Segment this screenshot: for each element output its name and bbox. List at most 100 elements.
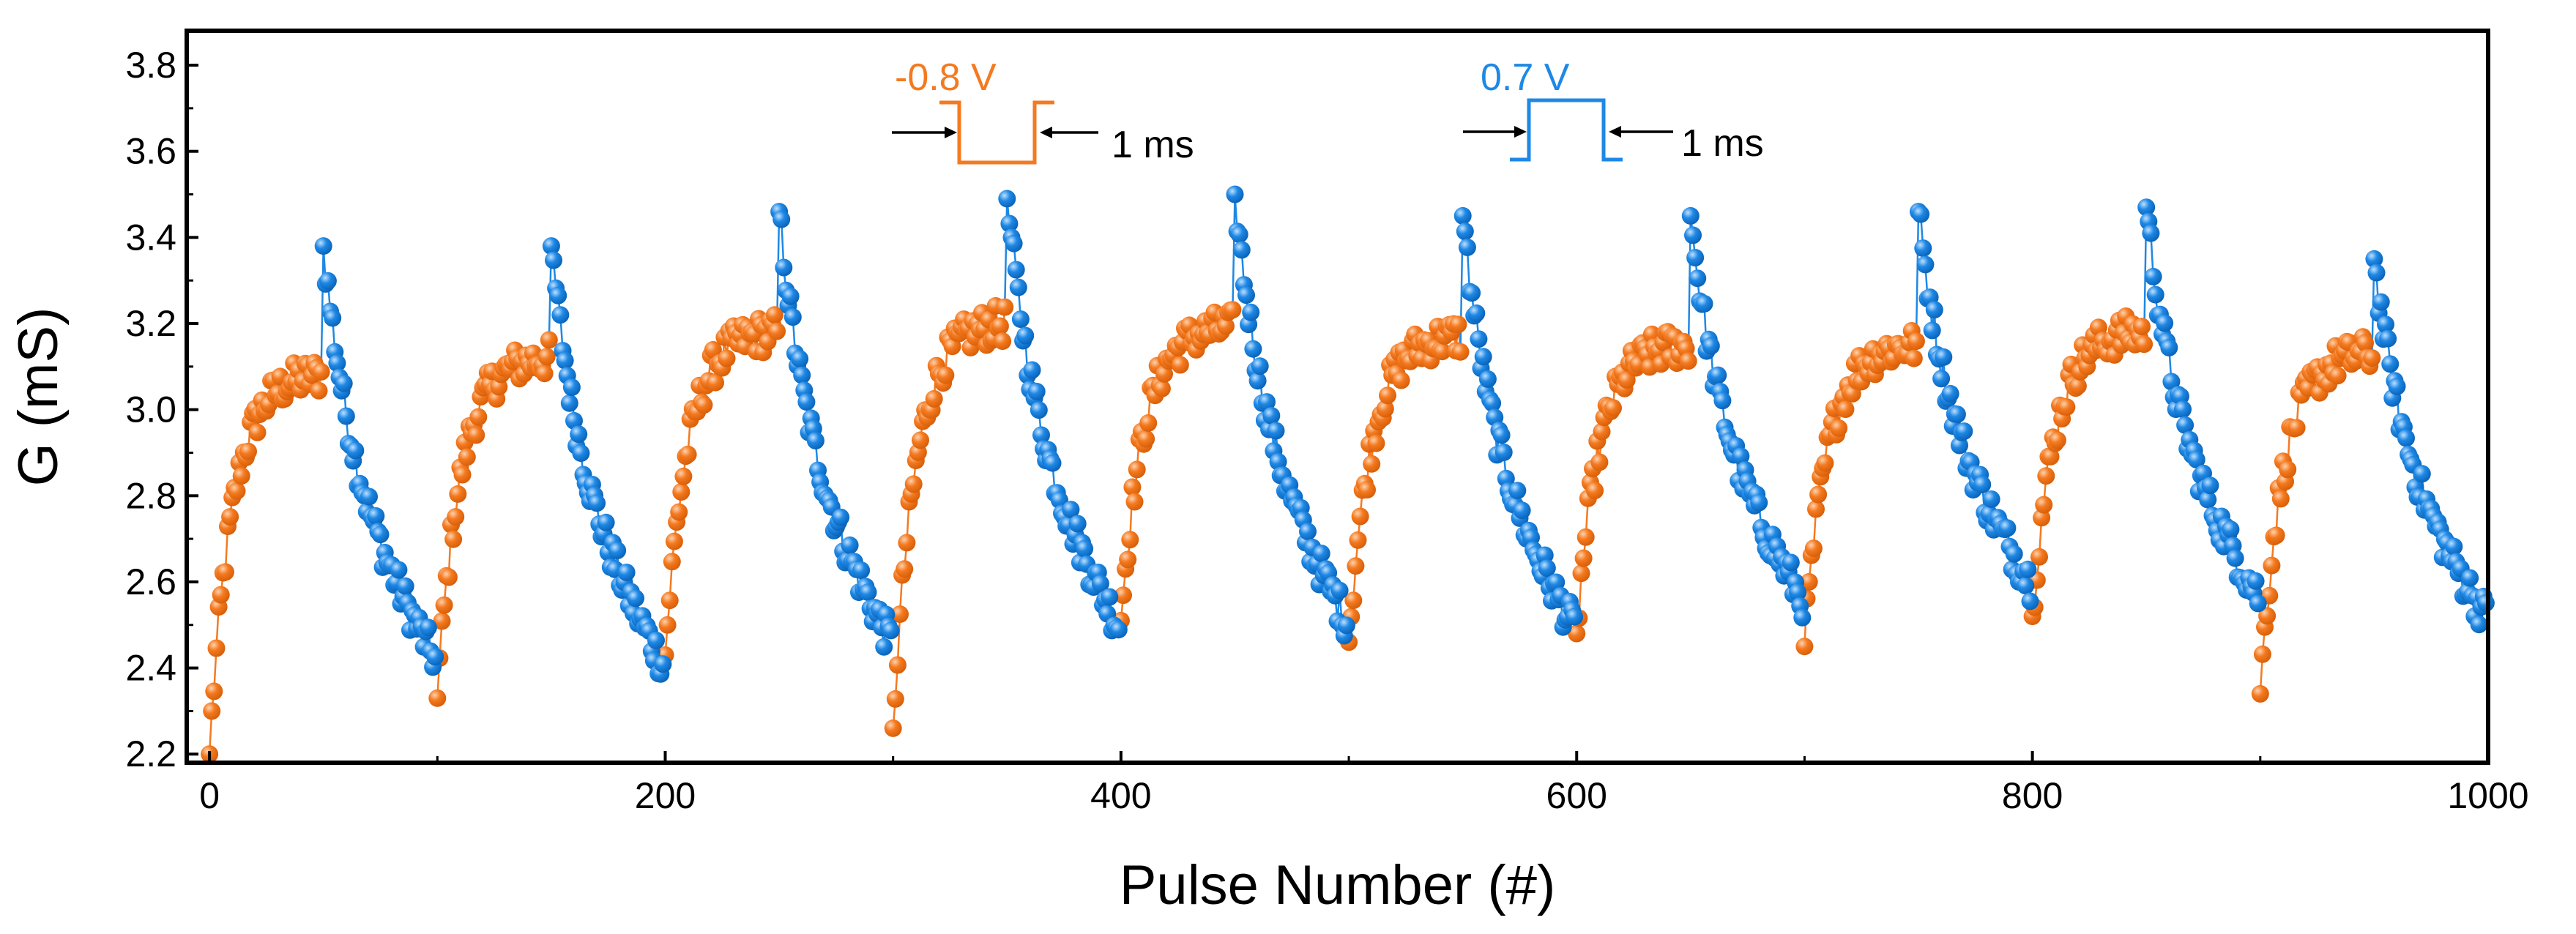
depression-point <box>1000 214 1019 233</box>
potentiation-point <box>310 381 328 400</box>
potentiation-point <box>2279 460 2297 479</box>
negative-pulse-left-arrowhead <box>945 127 957 138</box>
potentiation-point <box>2037 467 2055 485</box>
potentiation-point <box>221 508 239 526</box>
depression-point <box>314 237 332 255</box>
depression-point <box>1269 452 1287 471</box>
negative-pulse-voltage: -0.8 V <box>895 56 997 99</box>
y-axis-title: G (mS) <box>7 307 70 487</box>
potentiation-point <box>1379 386 1396 405</box>
depression-point <box>1007 261 1025 279</box>
depression-point <box>2470 616 2488 634</box>
depression-point <box>627 589 644 608</box>
potentiation-point <box>704 340 722 359</box>
negative-pulse-right-arrowhead <box>1040 127 1052 138</box>
depression-point <box>1474 348 1492 366</box>
potentiation-point <box>453 466 472 484</box>
depression-point <box>545 251 562 269</box>
potentiation-point <box>1830 419 1848 437</box>
depression-point <box>2187 450 2205 468</box>
depression-point <box>2176 416 2195 434</box>
depression-point <box>2377 315 2394 334</box>
negative-pulse-width: 1 ms <box>1112 124 1194 166</box>
depression-point <box>783 308 802 326</box>
potentiation-point <box>2263 556 2281 575</box>
potentiation-point <box>672 483 690 501</box>
potentiation-point <box>937 366 955 384</box>
negative-pulse-waveform <box>939 100 1054 165</box>
depression-point <box>1109 621 1128 639</box>
depression-point <box>419 619 437 637</box>
depression-point <box>1011 310 1030 329</box>
depression-point <box>1941 384 1959 403</box>
depression-point <box>1237 286 1255 305</box>
potentiation-point <box>1574 549 1593 567</box>
potentiation-point <box>1800 572 1818 591</box>
positive-pulse-width: 1 ms <box>1681 122 1764 165</box>
depression-point <box>1478 370 1497 388</box>
potentiation-point <box>1351 507 1369 526</box>
potentiation-point <box>663 553 681 571</box>
depression-point <box>1916 255 1935 274</box>
x-tick-label: 1000 <box>2447 775 2528 816</box>
potentiation-point <box>1804 539 1823 558</box>
y-tick-label: 3.8 <box>125 45 176 86</box>
potentiation-point <box>1349 531 1367 549</box>
depression-point <box>1998 519 2017 537</box>
negative-pulse-annotation: -0.8 V 1 ms <box>892 56 1194 166</box>
depression-point <box>367 507 385 525</box>
depression-point <box>1681 206 1700 225</box>
y-tick-label: 2.6 <box>125 561 176 602</box>
potentiation-point <box>1577 528 1595 546</box>
depression-point <box>1973 476 1992 493</box>
potentiation-point <box>428 689 447 707</box>
potentiation-point <box>1392 371 1410 389</box>
potentiation-point <box>1618 371 1636 389</box>
potentiation-point <box>1449 315 1467 334</box>
depression-point <box>1076 539 1094 558</box>
depression-point <box>2222 520 2240 539</box>
depression-point <box>328 354 346 373</box>
depression-point <box>1027 382 1046 400</box>
depression-point <box>617 564 636 581</box>
potentiation-point <box>2041 447 2060 466</box>
y-tick-label: 3.6 <box>125 131 176 172</box>
potentiation-point <box>2135 335 2154 354</box>
depression-point <box>2397 429 2415 447</box>
potentiation-point <box>925 389 943 408</box>
depression-point <box>1513 501 1531 520</box>
depression-point <box>2445 537 2463 556</box>
depression-point <box>1951 436 1968 455</box>
potentiation-point <box>1451 343 1470 361</box>
depression-point <box>551 306 570 324</box>
potentiation-point <box>1125 493 1144 511</box>
depression-point <box>2142 224 2160 242</box>
data-layer <box>201 185 2495 763</box>
depression-point <box>1337 616 1355 635</box>
depression-point <box>1914 239 1932 258</box>
depression-point <box>2226 549 2244 567</box>
potentiation-point <box>2271 490 2290 508</box>
potentiation-point <box>707 373 724 392</box>
potentiation-point <box>248 423 267 441</box>
potentiation-point <box>1139 414 1158 432</box>
potentiation-point <box>2287 419 2306 437</box>
y-tick-label: 2.8 <box>125 475 176 516</box>
depression-point <box>1470 330 1488 348</box>
positive-pulse-waveform <box>1510 98 1623 162</box>
potentiation-point <box>2133 318 2151 336</box>
potentiation-point <box>458 448 476 466</box>
y-tick-label: 3.0 <box>125 389 176 430</box>
depression-point <box>2461 569 2479 587</box>
x-tick-label: 600 <box>1546 775 1607 816</box>
potentiation-point <box>1604 399 1622 417</box>
depression-point <box>2201 477 2219 495</box>
potentiation-line <box>208 359 322 755</box>
depression-point <box>1713 392 1732 410</box>
potentiation-point <box>660 591 679 610</box>
potentiation-point <box>1137 430 1155 448</box>
potentiation-point <box>2267 526 2285 545</box>
depression-line <box>775 211 892 647</box>
potentiation-point <box>444 530 463 548</box>
